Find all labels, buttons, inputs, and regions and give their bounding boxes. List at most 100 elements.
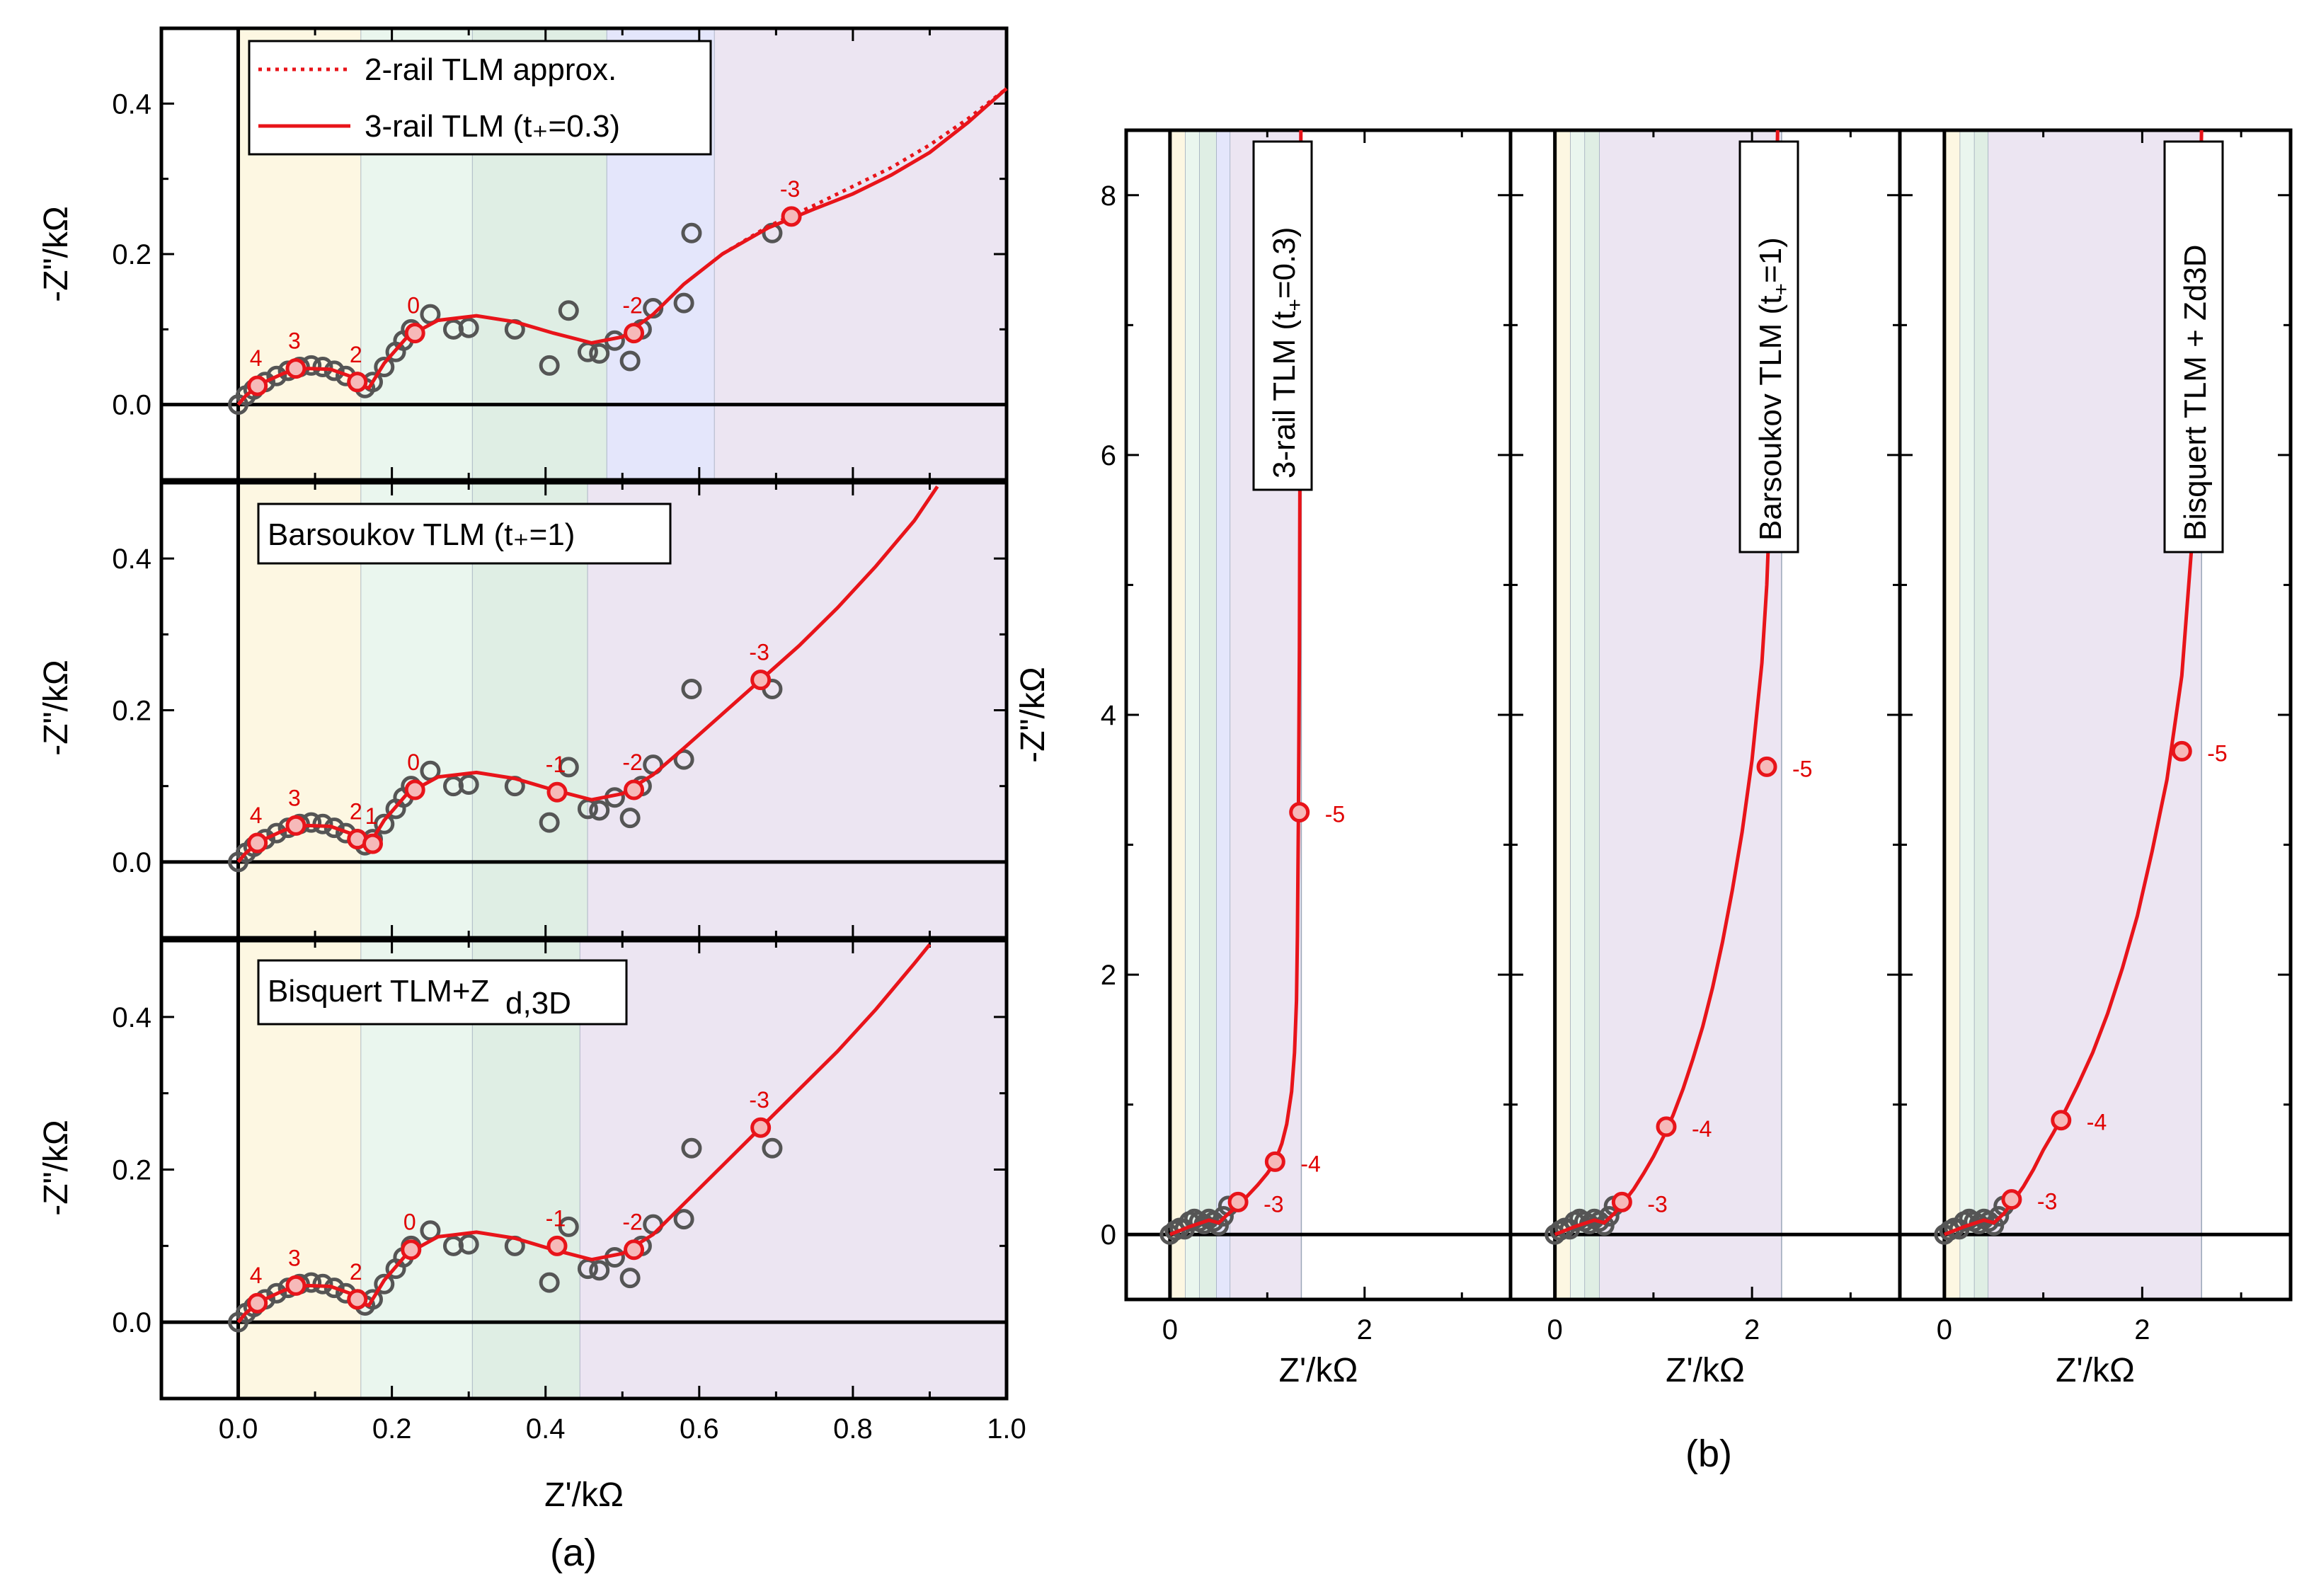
legend-label-part: =1) bbox=[1753, 237, 1788, 283]
data-point bbox=[266, 365, 287, 386]
data-point bbox=[558, 1216, 579, 1237]
legend-box bbox=[1738, 140, 1799, 553]
decade-label: -4 bbox=[1300, 1151, 1320, 1176]
panel-a-bottom: 0.0 0.2 0.4 0.0 0.2 0.4 0.6 0.8 1.0 -Z"/kΩ Z'/kΩ 43… bbox=[38, 938, 1026, 1514]
decade-label: -3 bbox=[749, 1087, 769, 1113]
decade-label: -3 bbox=[749, 640, 769, 665]
data-point bbox=[458, 317, 479, 338]
decade-label: 4 bbox=[250, 345, 263, 371]
x-tick-label: 0.6 bbox=[680, 1413, 719, 1445]
band-2 bbox=[1199, 130, 1217, 1299]
band-1 bbox=[1185, 130, 1200, 1299]
data-point bbox=[681, 678, 702, 699]
decade-label: -4 bbox=[2087, 1110, 2107, 1135]
decade-marker bbox=[750, 670, 772, 691]
band-1 bbox=[1570, 130, 1586, 1299]
decade-marker bbox=[2001, 1189, 2022, 1210]
legend-label: Bisquert TLM + Zd3D bbox=[2178, 244, 2213, 541]
decade-marker bbox=[404, 779, 425, 800]
decade-label: -3 bbox=[780, 176, 800, 202]
x-axis-label: Z'/kΩ bbox=[1666, 1352, 1745, 1389]
panel-a-middle: 0.0 0.2 0.4 -Z"/kΩ 43 2 1 0 -1 -2 -3 Barsoukov TLM … bbox=[38, 481, 1009, 940]
decade-label: 0 bbox=[407, 750, 420, 775]
decade-label: -3 bbox=[2037, 1189, 2057, 1215]
y-tick-label: 0.4 bbox=[112, 544, 151, 575]
fit-line-solid bbox=[236, 87, 1008, 406]
y-tick-label: 0.0 bbox=[112, 1307, 151, 1338]
decade-label: -4 bbox=[1692, 1116, 1712, 1142]
decade-marker bbox=[750, 1117, 772, 1138]
data-point bbox=[619, 350, 641, 372]
legend-label: Bisquert TLM+Z bbox=[268, 974, 489, 1009]
decade-label: 2 bbox=[350, 1259, 362, 1285]
panel-b-middle: 0 2 Z'/kΩ -3 -4 -5 Barsoukov TLM (t+=1) bbox=[1508, 128, 1902, 1389]
decade-label: 0 bbox=[407, 293, 420, 318]
data-point bbox=[266, 822, 287, 844]
data-point bbox=[619, 808, 641, 829]
y-tick-label: 0.0 bbox=[112, 847, 151, 878]
decade-marker bbox=[247, 375, 268, 396]
decade-label: -1 bbox=[546, 752, 566, 777]
decade-marker bbox=[1289, 802, 1310, 823]
decade-marker bbox=[2171, 740, 2192, 762]
x-tick-label: 2 bbox=[1744, 1314, 1760, 1345]
decade-marker bbox=[624, 323, 645, 344]
y-axis-label: -Z"/kΩ bbox=[1014, 667, 1052, 763]
data-point bbox=[589, 1260, 610, 1281]
legend-box bbox=[257, 959, 628, 1026]
data-point bbox=[539, 355, 560, 376]
legend-label-subscript: + bbox=[1770, 283, 1793, 296]
legend-label: 3-rail TLM (t₊=0.3) bbox=[365, 109, 620, 144]
caption-b: (b) bbox=[1685, 1433, 1732, 1475]
legend-label: Barsoukov TLM (t₊=1) bbox=[268, 517, 575, 552]
y-tick-label: 4 bbox=[1101, 700, 1116, 731]
data-point bbox=[374, 357, 395, 377]
x-tick-label: 1.0 bbox=[987, 1413, 1026, 1445]
decade-label: -1 bbox=[546, 1205, 566, 1231]
y-tick-label: 0.0 bbox=[112, 390, 151, 421]
legend-label-subscript: + bbox=[1283, 299, 1307, 311]
x-tick-label: 0.4 bbox=[526, 1413, 566, 1445]
data-point bbox=[458, 774, 479, 796]
band-0 bbox=[1169, 130, 1186, 1299]
decade-marker bbox=[362, 833, 383, 854]
y-tick-label: 0 bbox=[1101, 1219, 1116, 1251]
decade-label: 3 bbox=[288, 1245, 301, 1270]
band-2 bbox=[1585, 130, 1600, 1299]
decade-label: -3 bbox=[1647, 1191, 1667, 1217]
decade-marker bbox=[1264, 1151, 1285, 1172]
x-tick-label: 0.0 bbox=[219, 1413, 258, 1445]
decade-label: -2 bbox=[622, 750, 642, 775]
band-2 bbox=[1974, 130, 1989, 1299]
y-tick-label: 6 bbox=[1101, 440, 1116, 471]
decade-label: -5 bbox=[1325, 802, 1345, 827]
x-tick-label: 0 bbox=[1162, 1314, 1178, 1345]
legend-label: 2-rail TLM approx. bbox=[365, 52, 617, 87]
y-axis-label: -Z"/kΩ bbox=[38, 660, 75, 756]
decade-marker bbox=[1611, 1191, 1632, 1212]
decade-marker bbox=[624, 779, 645, 800]
caption-a: (a) bbox=[550, 1532, 597, 1574]
legend-box bbox=[257, 503, 672, 565]
data-point bbox=[1988, 1206, 2010, 1227]
decade-marker bbox=[285, 815, 306, 836]
x-tick-label: 0 bbox=[1547, 1314, 1563, 1345]
decade-label: -3 bbox=[1264, 1191, 1283, 1217]
y-axis-label: -Z"/kΩ bbox=[38, 206, 75, 302]
data-point bbox=[673, 749, 694, 770]
y-tick-label: 8 bbox=[1101, 180, 1116, 212]
y-tick-label: 0.2 bbox=[112, 239, 151, 270]
panel-a-top: 0.0 0.2 0.4 -Z"/kΩ 43 2 0 -2 -3 2-rail TLM approx… bbox=[38, 26, 1009, 482]
data-point bbox=[458, 1234, 479, 1255]
decade-label: 2 bbox=[350, 342, 362, 367]
x-tick-label: 0.2 bbox=[372, 1413, 412, 1445]
decade-marker bbox=[546, 1235, 568, 1256]
legend-label-part: =0.3) bbox=[1267, 227, 1302, 299]
legend-box bbox=[248, 40, 712, 156]
fit-line-solid bbox=[236, 943, 932, 1324]
fit-line-solid bbox=[1169, 130, 1303, 1236]
data-point bbox=[762, 1137, 783, 1159]
band-0 bbox=[1944, 130, 1961, 1299]
fit-line-solid bbox=[1943, 130, 2204, 1236]
decade-marker bbox=[781, 206, 802, 227]
